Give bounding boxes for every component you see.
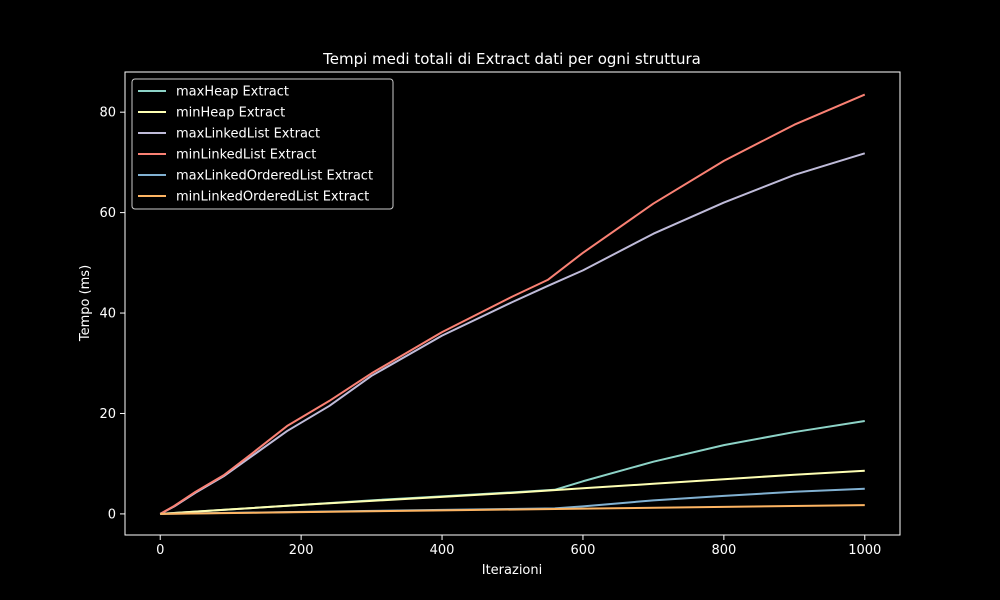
- legend-entry: minLinkedOrderedList Extract: [176, 190, 369, 205]
- x-tick-label: 1000: [848, 543, 881, 558]
- legend-entry: minLinkedList Extract: [176, 148, 316, 163]
- x-axis-label: Iterazioni: [482, 563, 542, 578]
- y-tick-label: 40: [99, 307, 116, 322]
- legend-entry: maxLinkedOrderedList Extract: [176, 169, 373, 184]
- x-tick-label: 800: [711, 543, 736, 558]
- y-axis-ticks: 0 20 40 60 80: [99, 106, 125, 522]
- legend-entry: minHeap Extract: [176, 106, 285, 121]
- x-tick-label: 600: [571, 543, 596, 558]
- x-tick-label: 0: [156, 543, 164, 558]
- y-axis-label: Tempo (ms): [78, 265, 93, 342]
- x-tick-label: 200: [289, 543, 314, 558]
- legend-entry: maxLinkedList Extract: [176, 127, 320, 142]
- legend: maxHeap Extract minHeap Extract maxLinkedL…: [131, 78, 394, 210]
- y-tick-label: 60: [99, 206, 116, 221]
- legend-box: [131, 78, 394, 210]
- y-tick-label: 0: [108, 507, 116, 522]
- legend-entry: maxHeap Extract: [176, 85, 289, 100]
- series-line-3: [159, 93, 866, 515]
- x-tick-label: 400: [430, 543, 455, 558]
- y-tick-label: 20: [99, 407, 116, 422]
- y-tick-label: 80: [99, 106, 116, 121]
- chart-title: Tempi medi totali di Extract dati per og…: [322, 50, 701, 68]
- series-line-1: [160, 469, 865, 515]
- series-line-5: [160, 504, 865, 515]
- x-axis-ticks: 0 200 400 600 800 1000: [156, 535, 881, 558]
- series-lines: [159, 93, 866, 515]
